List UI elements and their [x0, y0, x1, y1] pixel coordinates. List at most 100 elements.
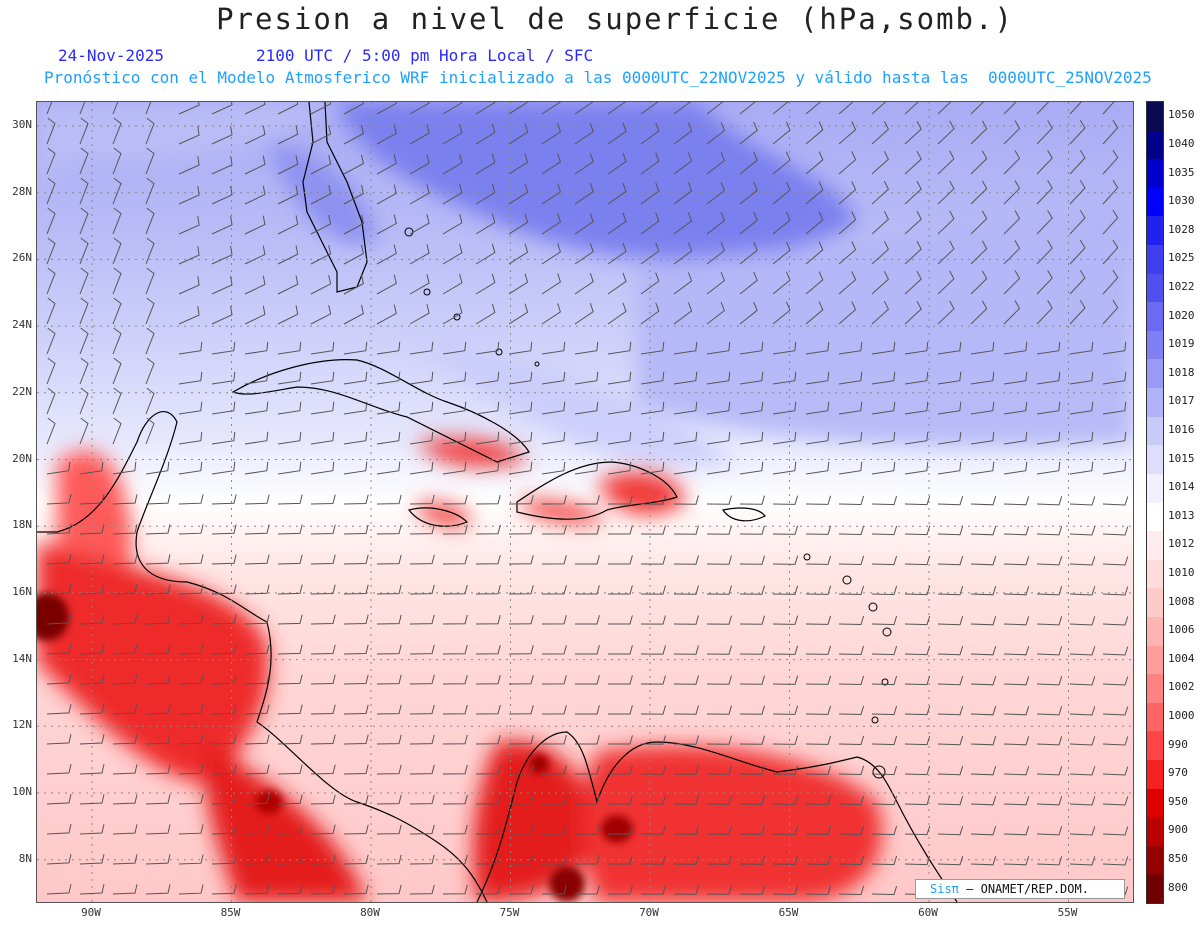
wind-barb: [79, 147, 89, 175]
wind-barb: [706, 765, 732, 775]
chart-title: Presion a nivel de superficie (hPa,somb.…: [216, 2, 1014, 36]
lon-label: 90W: [81, 906, 101, 919]
colorbar-label: 900: [1168, 823, 1188, 837]
wind-barb: [937, 461, 962, 475]
wind-barb: [904, 240, 922, 265]
antilles-island: [868, 602, 878, 612]
wind-barb: [442, 494, 468, 505]
wind-barb: [244, 854, 270, 865]
wind-barb: [376, 214, 397, 235]
wind-barb: [1102, 179, 1119, 205]
wind-barb: [970, 431, 995, 445]
wind-barb: [739, 525, 765, 535]
wind-barb: [772, 431, 797, 445]
wind-barb: [640, 461, 665, 475]
wind-barb: [79, 327, 89, 355]
wind-barb: [673, 302, 693, 325]
wind-barb: [1003, 586, 1030, 596]
trinidad-island: [872, 765, 886, 779]
wind-barb: [475, 431, 500, 445]
wind-barb: [277, 494, 303, 505]
wind-barb: [871, 855, 898, 866]
wind-barb: [640, 675, 666, 685]
wind-barb: [739, 102, 756, 115]
wind-barb: [575, 705, 600, 715]
credit-organization: – ONAMET/REP.DOM.: [966, 882, 1089, 896]
wind-barb: [575, 765, 600, 775]
wind-barb: [871, 765, 898, 776]
wind-barb: [871, 825, 898, 836]
wind-barb: [376, 184, 397, 205]
wind-barb: [277, 341, 302, 355]
wind-barb: [706, 242, 726, 265]
wind-barb: [739, 495, 765, 505]
antilles-island: [842, 575, 852, 585]
wind-barb: [673, 242, 693, 265]
wind-barb: [640, 765, 666, 775]
wind-barb: [607, 341, 632, 355]
colorbar-segment: [1147, 130, 1163, 160]
wind-barb: [871, 401, 896, 415]
colorbar-segment: [1147, 302, 1163, 332]
wind-barb: [1003, 120, 1021, 145]
wind-barb: [244, 884, 270, 895]
wind-barb: [607, 371, 632, 385]
wind-barb: [46, 613, 72, 625]
wind-barb: [145, 387, 155, 415]
wind-barb: [871, 180, 890, 205]
wind-barb: [1102, 796, 1129, 806]
wind-barb: [46, 267, 56, 295]
wind-barb: [112, 177, 122, 205]
wind-barb: [1102, 676, 1129, 686]
lat-label: 14N: [12, 651, 32, 665]
wind-barb: [904, 401, 929, 415]
wind-barb: [145, 764, 171, 775]
wind-barb: [838, 241, 857, 265]
colorbar-label: 850: [1168, 852, 1188, 866]
wind-barb: [310, 524, 336, 535]
wind-barb: [772, 555, 799, 565]
wind-barb: [1069, 371, 1094, 385]
wind-barb: [937, 341, 962, 355]
wind-barb: [706, 645, 732, 655]
wind-barb: [640, 182, 660, 205]
wind-barb: [442, 461, 467, 475]
wind-barb: [838, 151, 857, 175]
wind-barb: [1003, 461, 1028, 475]
wind-barb: [706, 272, 726, 295]
colorbar-segment: [1147, 731, 1163, 761]
wind-barb: [178, 794, 204, 805]
jamaica-coast: [407, 507, 469, 527]
wind-barb: [640, 525, 666, 535]
wind-barb: [871, 705, 898, 716]
wind-barb: [904, 300, 922, 325]
wind-barb: [574, 152, 594, 175]
wind-barb: [508, 495, 534, 505]
wind-barb: [904, 585, 931, 596]
wind-barb: [673, 525, 699, 535]
wind-barb: [937, 270, 955, 295]
wind-barb: [244, 275, 266, 295]
wind-barb: [475, 884, 501, 895]
wind-barb: [937, 555, 964, 566]
wind-barb: [541, 765, 567, 775]
wind-barb: [1036, 616, 1063, 626]
colorbar-segment: [1147, 273, 1163, 303]
wind-barb: [409, 494, 435, 505]
wind-barb: [574, 242, 594, 265]
wind-barb: [508, 183, 529, 205]
wind-barb: [112, 102, 119, 115]
wind-barb: [112, 794, 138, 805]
wind-barb: [805, 735, 832, 745]
wind-barb: [244, 614, 270, 625]
wind-barb: [244, 734, 270, 745]
wind-barb: [575, 645, 600, 655]
wind-barb: [541, 243, 561, 265]
wind-barb: [508, 555, 534, 565]
wind-barb: [508, 102, 529, 115]
wind-barb: [409, 401, 434, 415]
wind-barb: [310, 824, 336, 835]
wind-barb: [904, 765, 931, 776]
lon-label: 70W: [639, 906, 659, 919]
wind-barb: [376, 341, 401, 355]
